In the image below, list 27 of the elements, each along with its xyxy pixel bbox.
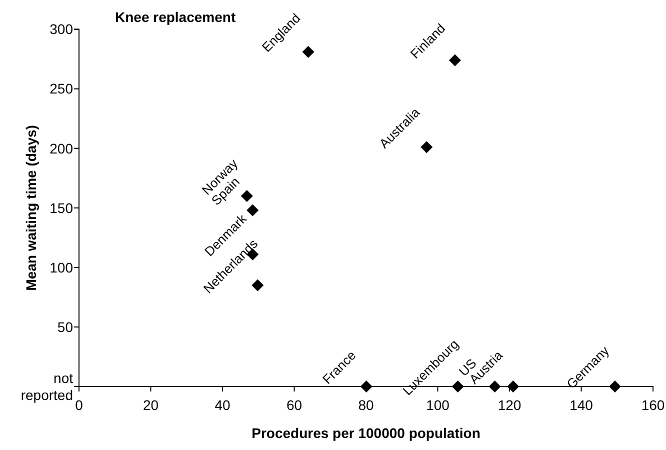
point [246,204,259,216]
point [240,190,253,202]
chart-title: Knee replacement [115,9,236,25]
y-tick-label: 300 [50,21,74,38]
y-tick-label: 100 [50,259,74,276]
point [608,380,621,392]
point [448,54,461,66]
x-tick-label: 60 [286,396,302,413]
y-tick-label: 250 [50,80,74,97]
x-tick-label: 100 [426,396,450,413]
point [360,380,372,392]
x-tick-label: 160 [641,396,665,413]
x-tick-label: 140 [570,396,594,413]
y-axis-title: Mean waiting time (days) [23,125,39,291]
y-tick-label: 200 [50,140,74,156]
y-tick-label: 50 [57,318,74,335]
x-tick-label: 40 [214,396,230,413]
x-axis-title: Procedures per 100000 population [252,425,480,441]
x-tick-label: 0 [75,396,84,413]
x-tick-label: 20 [142,396,159,413]
point [420,141,433,154]
y-tick-label: 150 [50,200,74,216]
point [302,46,314,58]
x-tick-label: 80 [358,396,374,413]
x-tick-label: 120 [498,396,522,413]
point [507,380,520,392]
y-tick-label: not reported [20,370,74,403]
